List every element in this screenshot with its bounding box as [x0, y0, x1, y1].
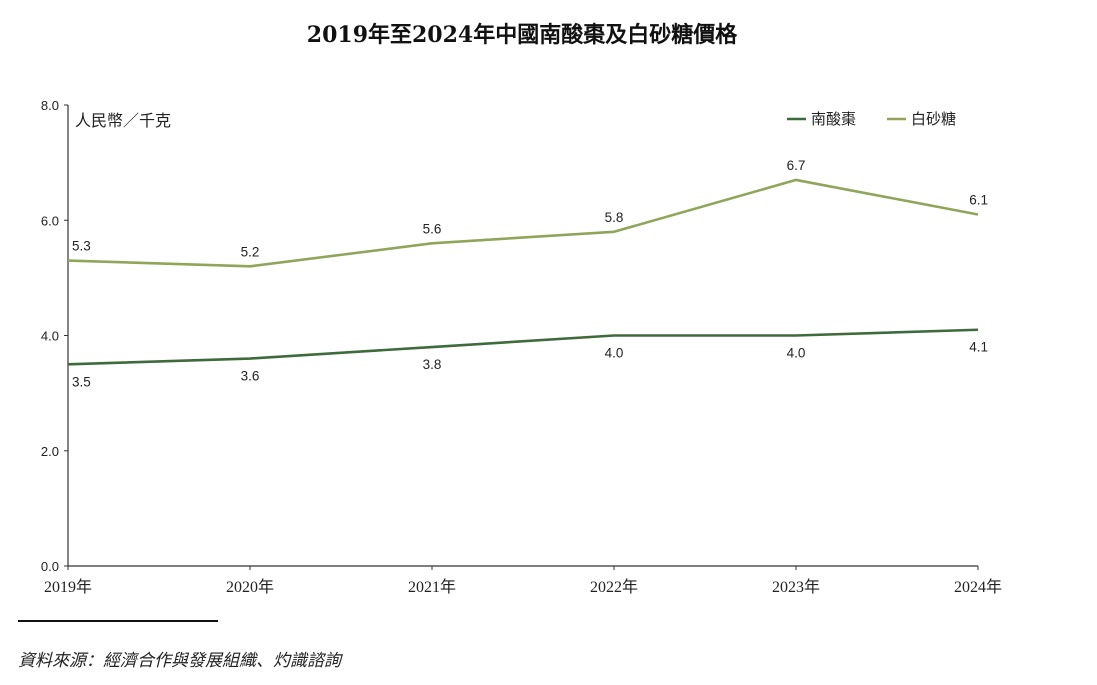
x-tick-label: 2023年	[772, 578, 820, 596]
series-line-1	[67, 178, 979, 268]
x-tick-label: 2022年	[590, 578, 638, 596]
data-label-0-0: 3.5	[72, 374, 91, 389]
data-label-1-3: 5.8	[605, 210, 624, 225]
series-lines	[67, 178, 979, 366]
legend-label-sugar: 白砂糖	[911, 110, 956, 128]
data-label-1-4: 6.7	[787, 158, 806, 173]
y-tick-label: 0.0	[41, 559, 59, 574]
legend: 南酸棗 白砂糖	[787, 110, 956, 128]
y-tick-label: 2.0	[41, 444, 59, 459]
legend-label-suanzao: 南酸棗	[811, 110, 856, 128]
data-label-1-2: 5.6	[423, 221, 442, 236]
y-tick-label: 6.0	[41, 213, 59, 228]
y-axis-label: 人民幣／千克	[75, 111, 171, 130]
data-label-0-5: 4.1	[969, 340, 988, 355]
y-tick-label: 4.0	[41, 329, 59, 344]
series-line-0	[67, 328, 979, 366]
data-label-0-2: 3.8	[423, 357, 442, 372]
x-tick-label: 2024年	[954, 578, 1002, 596]
data-label-1-5: 6.1	[969, 192, 988, 207]
x-ticks: 2019年 2020年 2021年 2022年 2023年 2024年	[44, 566, 1002, 596]
x-tick-label: 2019年	[44, 578, 92, 596]
data-label-0-3: 4.0	[605, 346, 624, 361]
y-tick-label: 8.0	[41, 98, 59, 113]
data-label-1-1: 5.2	[241, 244, 260, 259]
data-label-0-1: 3.6	[241, 369, 260, 384]
x-tick-label: 2020年	[226, 578, 274, 596]
x-tick-label: 2021年	[408, 578, 456, 596]
y-ticks: 0.0 2.0 4.0 6.0 8.0	[41, 98, 68, 574]
data-label-0-4: 4.0	[787, 346, 806, 361]
source-note: 資料來源：經濟合作與發展組織、灼識諮詢	[18, 651, 343, 671]
data-labels: 3.5 3.6 3.8 4.0 4.0 4.1 5.3 5.2 5.6 5.8 6.7 6.1	[72, 158, 988, 389]
data-label-1-0: 5.3	[72, 239, 91, 254]
chart-title: 2019年至2024年中國南酸棗及白砂糖價格	[307, 22, 738, 48]
